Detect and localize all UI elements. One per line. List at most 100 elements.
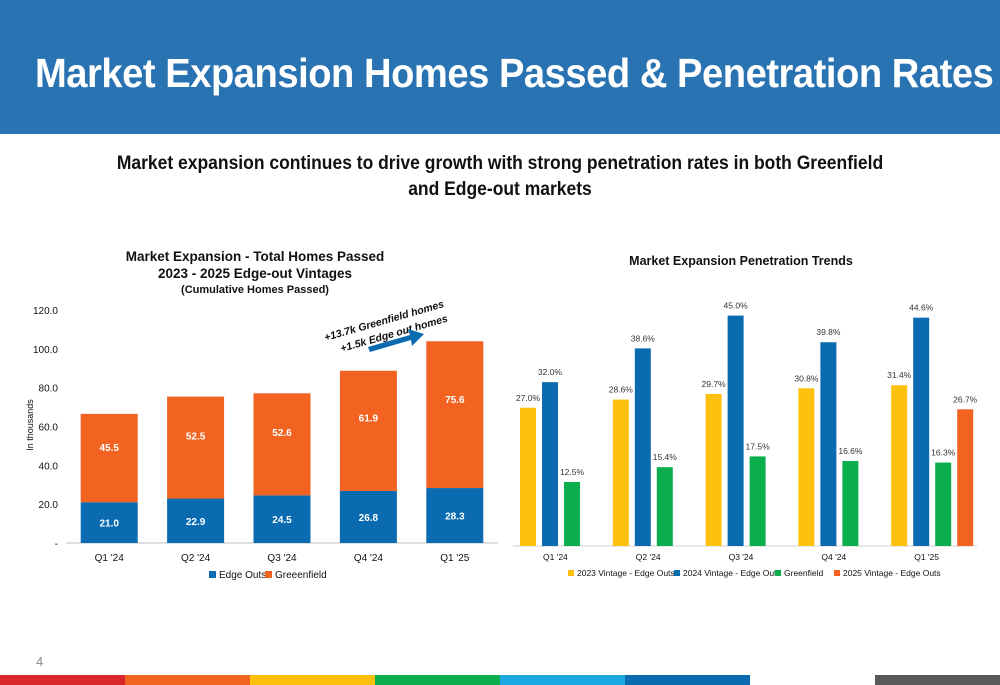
- chart2-x-tick-label: Q2 '24: [636, 552, 661, 562]
- chart1-x-tick-label: Q1 '25: [440, 553, 470, 564]
- chart1-bar-greenfield: [253, 393, 311, 496]
- chart2-bar: [842, 461, 859, 546]
- footer-color-segment: [0, 675, 125, 685]
- chart2-legend-swatch: [834, 570, 840, 576]
- homes-passed-chart: Market Expansion - Total Homes Passed 20…: [25, 249, 498, 581]
- chart1-data-label: 61.9: [359, 413, 379, 424]
- chart2-data-label: 30.8%: [794, 373, 819, 383]
- chart1-x-tick-label: Q2 '24: [181, 553, 211, 564]
- footer-color-segment: [375, 675, 500, 685]
- chart2-x-tick-label: Q4 '24: [821, 552, 846, 562]
- page-subtitle: Market expansion continues to drive grow…: [116, 153, 884, 200]
- footer-color-segment: [750, 675, 875, 685]
- chart2-data-label: 44.6%: [909, 303, 934, 313]
- footer-color-segment: [625, 675, 750, 685]
- chart2-data-label: 45.0%: [724, 301, 749, 311]
- chart2-bars: 27.0% 32.0% 12.5% 28.6% 38.6% 15.4% 29.7% 45.0%…: [516, 301, 978, 546]
- chart1-data-label: 75.6: [445, 395, 465, 406]
- chart2-data-label: 26.7%: [953, 394, 978, 404]
- chart2-bar: [727, 315, 744, 546]
- chart2-data-label: 31.4%: [887, 370, 912, 380]
- page-number: 4: [36, 654, 44, 669]
- chart2-data-label: 29.7%: [702, 379, 727, 389]
- chart2-legend: 2023 Vintage - Edge Outs 2024 Vintage - E…: [568, 568, 941, 578]
- chart2-x-tick-label: Q1 '24: [543, 552, 568, 562]
- footer-color-segment: [250, 675, 375, 685]
- chart2-data-label: 15.4%: [653, 452, 678, 462]
- chart2-legend-swatch: [775, 570, 781, 576]
- chart1-legend: Edge Outs Greeenfield: [209, 570, 327, 581]
- chart1-bars: 21.0 45.5 22.9 52.5 24.5 52.6 26.8 61.9 28.3 75.6: [80, 341, 484, 543]
- chart2-bar: [656, 467, 673, 546]
- chart1-legend-swatch: [265, 571, 272, 578]
- chart2-data-label: 38.6%: [631, 333, 656, 343]
- chart2-data-label: 16.3%: [931, 448, 956, 458]
- chart2-bar: [564, 482, 580, 546]
- footer-color-segment: [500, 675, 625, 685]
- chart1-bar-greenfield: [80, 413, 138, 503]
- footer-color-segment: [875, 675, 1000, 685]
- chart1-x-tick-label: Q4 '24: [354, 553, 384, 564]
- chart2-data-label: 28.6%: [609, 385, 634, 395]
- chart2-bar: [957, 409, 974, 546]
- chart2-legend-label: 2025 Vintage - Edge Outs: [843, 568, 941, 578]
- chart2-bar: [705, 393, 722, 546]
- chart1-data-label: 22.9: [186, 517, 206, 528]
- arrow-right-icon: [368, 329, 424, 352]
- chart2-legend-swatch: [674, 570, 680, 576]
- chart1-x-tick-label: Q3 '24: [267, 553, 297, 564]
- chart1-title-line2: 2023 - 2025 Edge-out Vintages: [158, 266, 352, 281]
- chart2-bar: [612, 399, 629, 546]
- footer-color-segment: [125, 675, 250, 685]
- chart2-data-label: 17.5%: [746, 441, 771, 451]
- chart1-data-label: 52.5: [186, 431, 206, 442]
- chart2-legend-label: 2023 Vintage - Edge Outs: [577, 568, 675, 578]
- header-bar: Market Expansion Homes Passed & Penetrat…: [0, 0, 1000, 134]
- chart1-bar-greenfield: [426, 341, 484, 489]
- chart1-legend-swatch: [209, 571, 216, 578]
- chart2-bar: [820, 342, 837, 546]
- chart2-x-tick-label: Q3 '24: [729, 552, 754, 562]
- chart1-y-tick-label: 120.0: [33, 306, 58, 317]
- chart2-bar: [935, 462, 952, 546]
- chart1-y-tick-label: 60.0: [39, 423, 59, 434]
- page-title: Market Expansion Homes Passed & Penetrat…: [35, 50, 994, 96]
- chart2-data-label: 16.6%: [838, 446, 863, 456]
- penetration-trends-chart: Market Expansion Penetration Trends Q1 '…: [513, 254, 978, 578]
- chart1-bar-edge-outs: [339, 490, 397, 543]
- chart2-bar: [913, 317, 930, 546]
- chart2-bar: [749, 456, 766, 546]
- chart1-legend-label: Edge Outs: [219, 570, 266, 581]
- chart1-bar-edge-outs: [253, 495, 311, 543]
- chart1-y-tick-label: 100.0: [33, 345, 58, 356]
- chart1-data-label: 28.3: [445, 512, 465, 523]
- chart1-bar-greenfield: [339, 370, 397, 491]
- chart2-bar: [542, 382, 558, 546]
- chart1-title: Market Expansion - Total Homes Passed: [126, 249, 385, 264]
- chart2-legend-label: Greenfield: [784, 568, 823, 578]
- chart2-data-label: 27.0%: [516, 393, 541, 403]
- chart1-y-axis-label: In thousands: [25, 399, 35, 451]
- chart1-bar-edge-outs: [426, 488, 484, 543]
- chart1-x-tick-label: Q1 '24: [95, 553, 125, 564]
- chart1-axes: - 20.0 40.0 60.0 80.0 100.0 120.0 Q1 '24 Q2 '24 Q…: [33, 306, 498, 564]
- chart2-bar: [798, 388, 815, 546]
- chart1-data-label: 52.6: [272, 428, 292, 439]
- chart1-data-label: 21.0: [99, 519, 119, 530]
- chart2-bar: [634, 348, 651, 546]
- chart2-data-label: 12.5%: [560, 467, 585, 477]
- chart2-legend-label: 2024 Vintage - Edge Outs: [683, 568, 781, 578]
- chart1-y-tick-label: 20.0: [39, 500, 59, 511]
- chart1-y-tick-label: 40.0: [39, 461, 59, 472]
- chart2-bar: [891, 385, 908, 546]
- chart1-data-label: 26.8: [359, 513, 379, 524]
- chart1-y-tick-label: -: [55, 539, 58, 550]
- chart1-y-tick-label: 80.0: [39, 384, 59, 395]
- chart2-data-label: 39.8%: [816, 327, 841, 337]
- chart2-legend-swatch: [568, 570, 574, 576]
- chart2-bar: [520, 407, 536, 546]
- chart2-axes: Q1 '24 Q2 '24 Q3 '24 Q4 '24 Q1 '25: [513, 545, 977, 562]
- chart2-title: Market Expansion Penetration Trends: [629, 254, 853, 268]
- chart1-legend-label: Greeenfield: [275, 570, 327, 581]
- chart1-bar-edge-outs: [167, 498, 225, 543]
